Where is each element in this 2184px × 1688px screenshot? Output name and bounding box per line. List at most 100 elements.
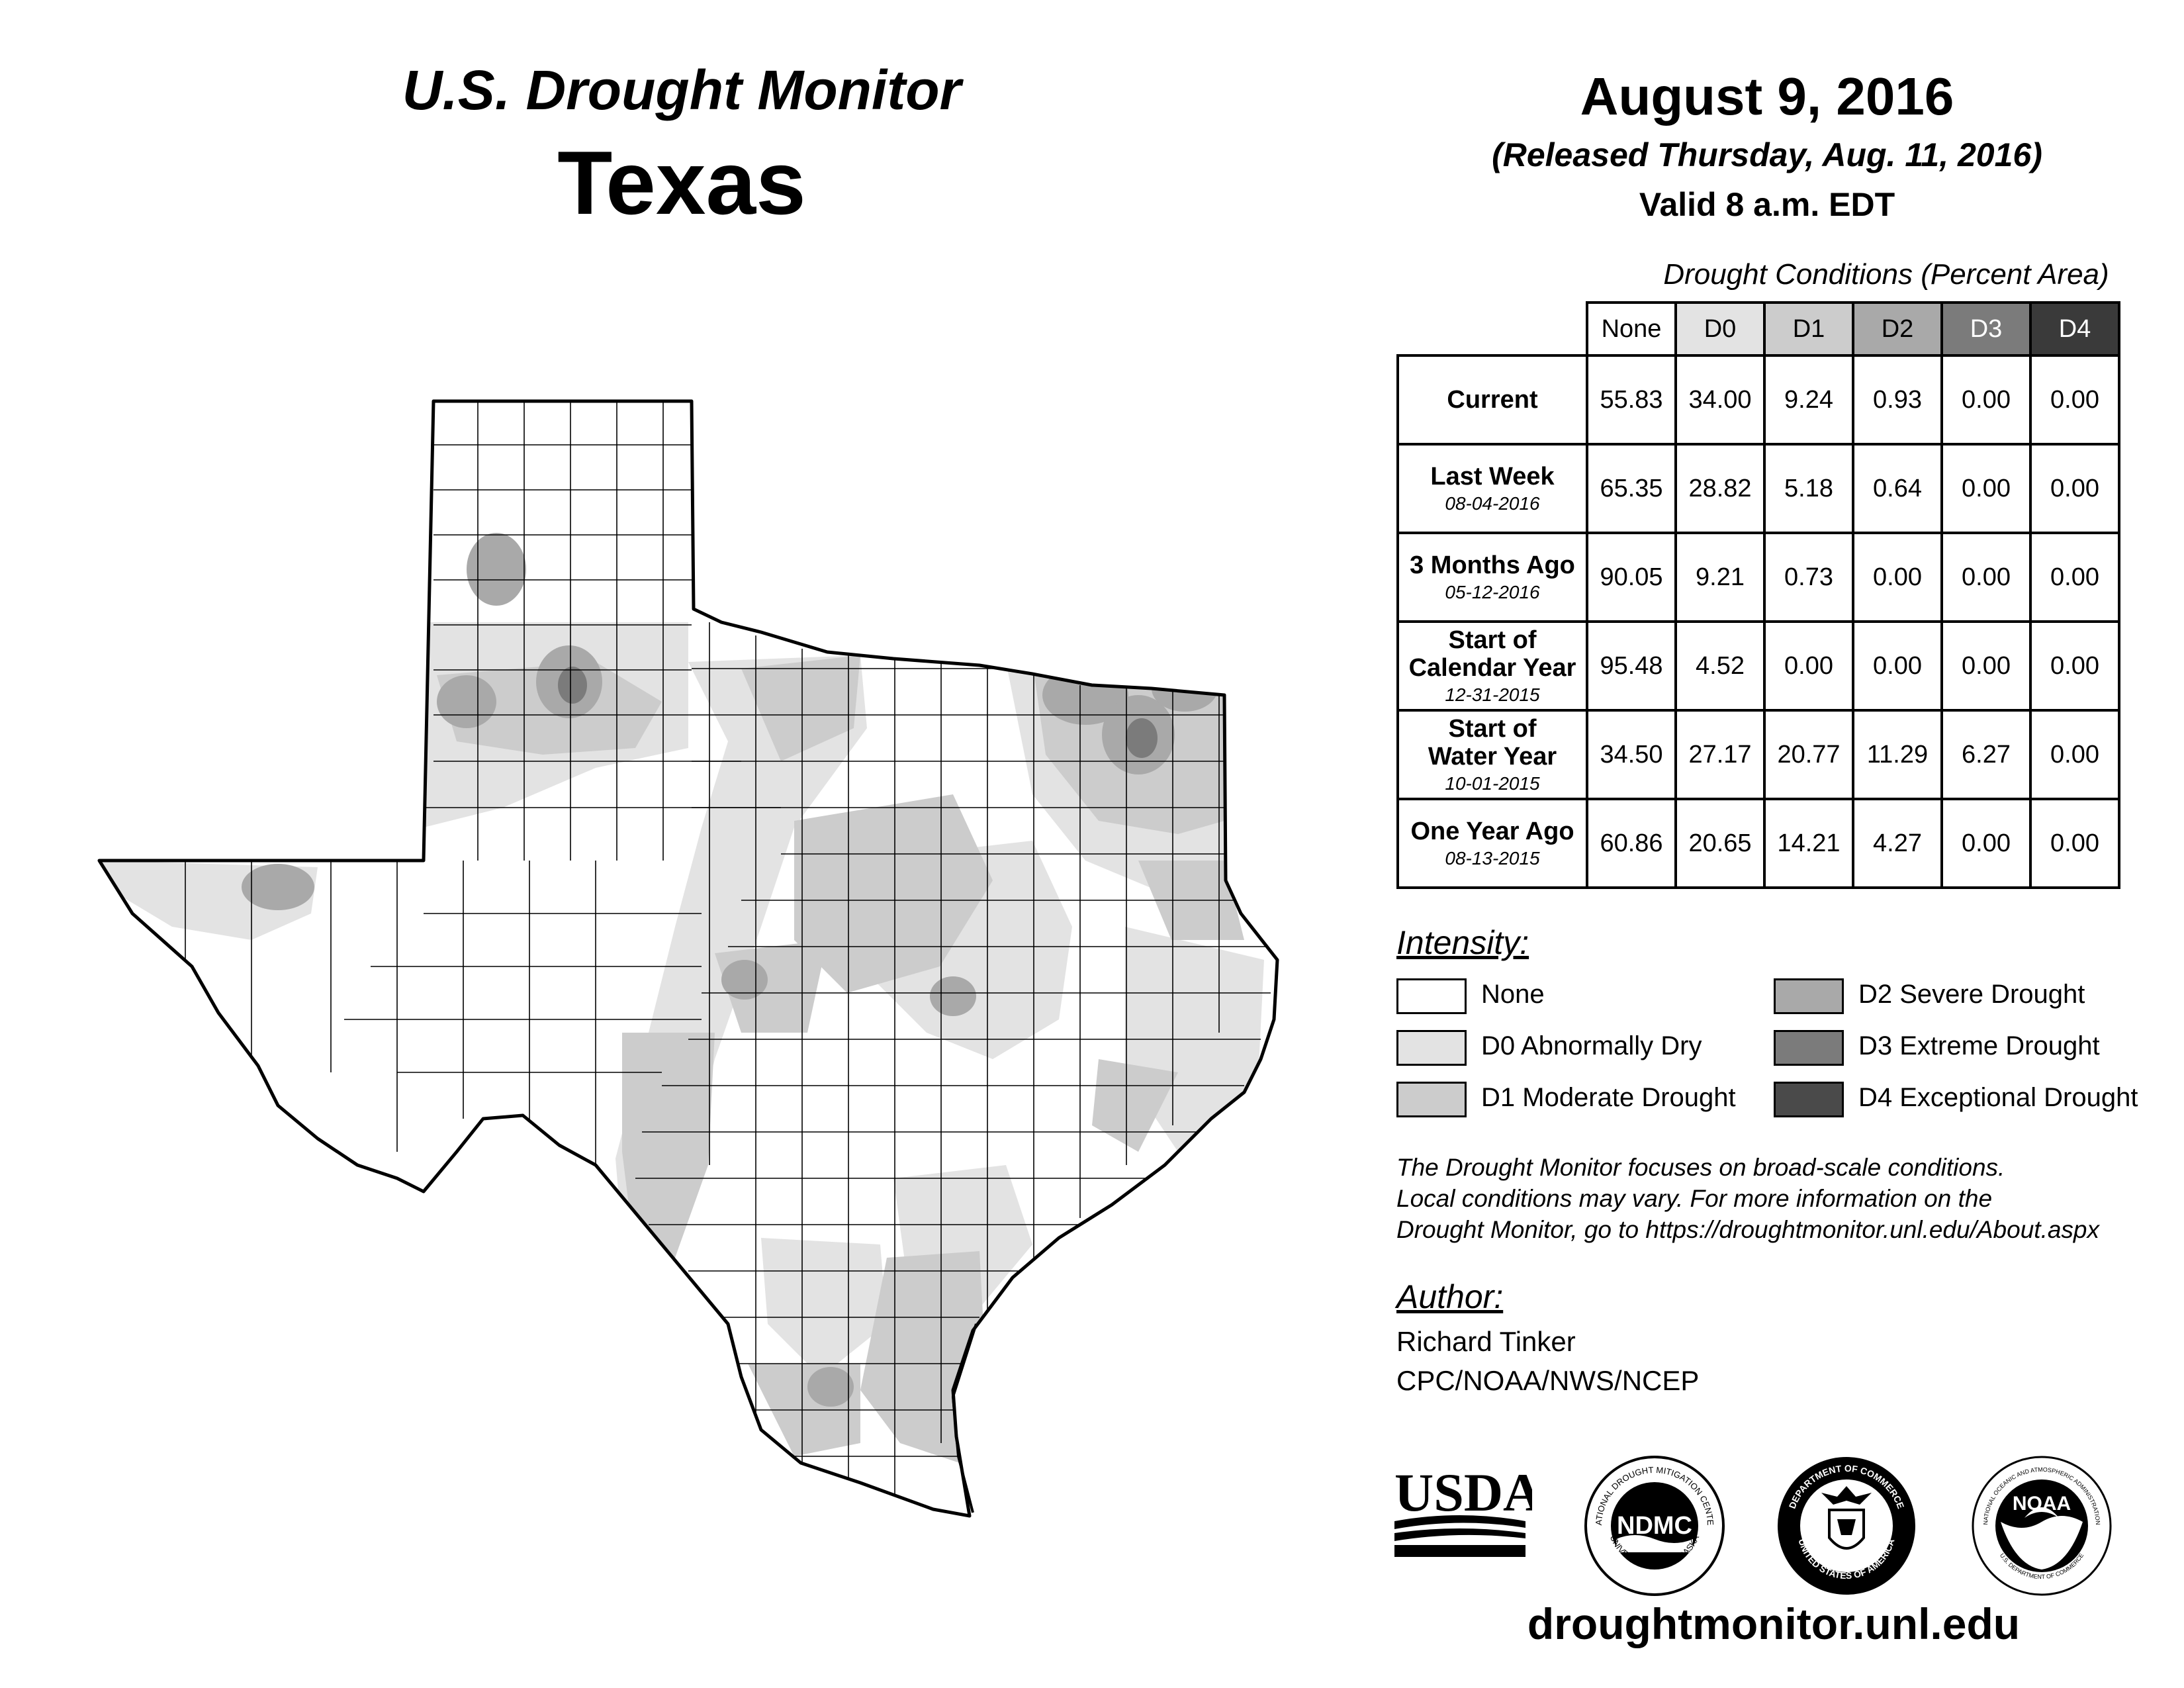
state-title: Texas — [557, 132, 806, 233]
col-header-none: None — [1586, 301, 1677, 357]
table-cell: 5.18 — [1763, 443, 1854, 534]
row-label-text: Water Year — [1428, 743, 1557, 771]
legend-title: Intensity: — [1396, 924, 1529, 961]
author-org: CPC/NOAA/NWS/NCEP — [1396, 1365, 1700, 1396]
row-label: 3 Months Ago 05-12-2016 — [1396, 532, 1588, 623]
table-cell: 20.65 — [1674, 798, 1766, 889]
valid-time: Valid 8 a.m. EDT — [1639, 186, 1895, 223]
disclaimer: The Drought Monitor focuses on broad-sca… — [1396, 1152, 2177, 1245]
row-label-date: 10-01-2015 — [1445, 773, 1540, 794]
table-cell: 0.00 — [1940, 798, 2032, 889]
table-row-last-week: Last Week 08-04-2016 65.35 28.82 5.18 0.6… — [1396, 443, 2120, 534]
table-cell: 9.21 — [1674, 532, 1766, 623]
table-cell: 9.24 — [1763, 354, 1854, 445]
row-label-text: Start of — [1448, 626, 1537, 654]
row-label: Start of Water Year 10-01-2015 — [1396, 709, 1588, 800]
usda-logo: USDA — [1394, 1463, 1532, 1557]
map-date: August 9, 2016 — [1580, 67, 1954, 126]
legend-swatch — [1774, 1082, 1844, 1117]
table-cell: 0.00 — [1940, 532, 2032, 623]
table-cell: 0.00 — [2029, 798, 2120, 889]
author-title: Author: — [1396, 1278, 1504, 1315]
table-cell: 11.29 — [1852, 709, 1943, 800]
row-label-text: Start of — [1448, 715, 1537, 743]
legend-label: D3 Extreme Drought — [1858, 1031, 2100, 1060]
table-cell: 0.64 — [1852, 443, 1943, 534]
legend-label: D2 Severe Drought — [1858, 980, 2085, 1009]
table-cell: 0.00 — [2029, 709, 2120, 800]
legend-label: D0 Abnormally Dry — [1481, 1031, 1702, 1060]
row-label: Start of Calendar Year 12-31-2015 — [1396, 620, 1588, 712]
legend-swatch — [1774, 978, 1844, 1014]
row-label: Last Week 08-04-2016 — [1396, 443, 1588, 534]
table-cell: 0.00 — [1852, 620, 1943, 712]
table-cell: 0.00 — [1940, 443, 2032, 534]
col-header-d1: D1 — [1763, 301, 1854, 357]
monitor-title: U.S. Drought Monitor — [402, 59, 962, 121]
table-cell: 65.35 — [1586, 443, 1677, 534]
table-cell: 0.00 — [1940, 354, 2032, 445]
ndmc-logo-text: NDMC — [1617, 1512, 1692, 1540]
table-cell: 90.05 — [1586, 532, 1677, 623]
col-header-d4: D4 — [2029, 301, 2120, 357]
legend-label: D1 Moderate Drought — [1481, 1083, 1736, 1112]
row-label-date: 08-04-2016 — [1445, 493, 1540, 514]
commerce-seal-logo: DEPARTMENT OF COMMERCE UNITED STATES OF … — [1778, 1457, 1915, 1595]
table-cell: 55.83 — [1586, 354, 1677, 445]
legend-swatch — [1396, 1030, 1467, 1066]
table-cell: 20.77 — [1763, 709, 1854, 800]
row-label: One Year Ago 08-13-2015 — [1396, 798, 1588, 889]
row-label-date: 05-12-2016 — [1445, 582, 1540, 602]
table-cell: 0.93 — [1852, 354, 1943, 445]
legend-swatch — [1396, 978, 1467, 1014]
col-header-d3: D3 — [1940, 301, 2032, 357]
col-header-d2: D2 — [1852, 301, 1943, 357]
table-cell: 14.21 — [1763, 798, 1854, 889]
col-header-d0: D0 — [1674, 301, 1766, 357]
table-cell: 0.73 — [1763, 532, 1854, 623]
table-row-one-year-ago: One Year Ago 08-13-2015 60.86 20.65 14.21… — [1396, 798, 2120, 889]
table-cell: 6.27 — [1940, 709, 2032, 800]
table-cell: 0.00 — [2029, 354, 2120, 445]
table-header-row: None D0 D1 D2 D3 D4 — [1398, 301, 2120, 357]
table-cell: 34.00 — [1674, 354, 1766, 445]
table-caption: Drought Conditions (Percent Area) — [1663, 258, 2109, 291]
legend-swatch — [1774, 1030, 1844, 1066]
table-cell: 0.00 — [2029, 532, 2120, 623]
table-row-current: Current 55.83 34.00 9.24 0.93 0.00 0.00 — [1396, 354, 2120, 445]
drought-conditions-table: None D0 D1 D2 D3 D4 Current 55.83 34.00 … — [1396, 301, 2120, 889]
noaa-logo-text: NOAA — [2013, 1493, 2071, 1515]
row-label-date: 08-13-2015 — [1445, 848, 1540, 868]
table-cell: 0.00 — [1763, 620, 1854, 712]
usda-logo-text: USDA — [1394, 1463, 1532, 1523]
table-corner — [1398, 303, 1588, 357]
texas-drought-map — [97, 399, 1279, 1518]
table-cell: 95.48 — [1586, 620, 1677, 712]
author-name: Richard Tinker — [1396, 1326, 1576, 1357]
row-label-date: 12-31-2015 — [1445, 684, 1540, 705]
disclaimer-line: The Drought Monitor focuses on broad-sca… — [1396, 1154, 2005, 1181]
disclaimer-line: Drought Monitor, go to https://droughtmo… — [1396, 1216, 2099, 1243]
table-cell: 4.52 — [1674, 620, 1766, 712]
release-date: (Released Thursday, Aug. 11, 2016) — [1492, 136, 2042, 173]
table-cell: 0.00 — [1940, 620, 2032, 712]
table-cell: 0.00 — [2029, 443, 2120, 534]
website-link[interactable]: droughtmonitor.unl.edu — [1527, 1599, 2021, 1648]
table-row-start-water-year: Start of Water Year 10-01-2015 34.50 27.17… — [1396, 709, 2120, 800]
table-cell: 27.17 — [1674, 709, 1766, 800]
legend-swatch — [1396, 1082, 1467, 1117]
table-cell: 34.50 — [1586, 709, 1677, 800]
row-label-text: Last Week — [1430, 463, 1555, 491]
table-cell: 60.86 — [1586, 798, 1677, 889]
row-label-text: Calendar Year — [1408, 654, 1576, 682]
table-row-start-calendar-year: Start of Calendar Year 12-31-2015 95.48 4.… — [1396, 620, 2120, 712]
legend-label: D4 Exceptional Drought — [1858, 1083, 2138, 1112]
ndmc-logo: NDMC NATIONAL DROUGHT MITIGATION CENTER … — [1582, 1453, 1725, 1596]
disclaimer-line: Local conditions may vary. For more info… — [1396, 1185, 1993, 1212]
table-cell: 4.27 — [1852, 798, 1943, 889]
table-row-3-months-ago: 3 Months Ago 05-12-2016 90.05 9.21 0.73 0… — [1396, 532, 2120, 623]
row-label: Current — [1396, 354, 1588, 445]
table-cell: 28.82 — [1674, 443, 1766, 534]
legend-label: None — [1481, 980, 1545, 1009]
table-cell: 0.00 — [2029, 620, 2120, 712]
